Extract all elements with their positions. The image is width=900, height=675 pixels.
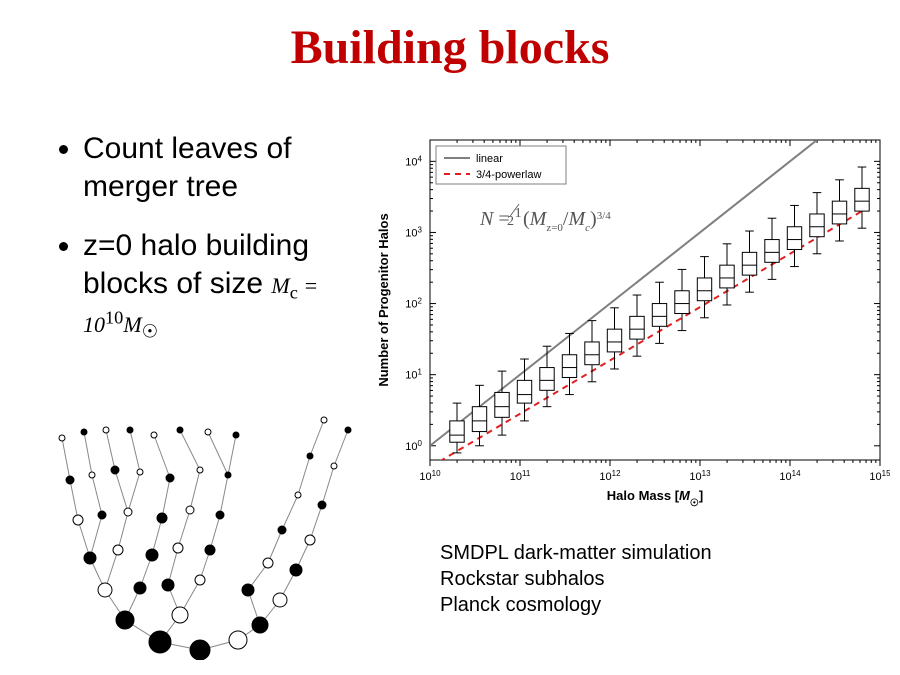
svg-text:104: 104 [405,154,422,169]
bullet-item: z=0 halo building blocks of size Mc = 10… [83,227,393,343]
caption-line: Planck cosmology [440,592,712,618]
svg-text:Halo Mass [M☉]: Halo Mass [M☉] [607,488,703,509]
svg-text:1010: 1010 [419,469,441,484]
chart-caption: SMDPL dark-matter simulation Rockstar su… [440,540,712,618]
slide: Building blocks Count leaves of merger t… [0,0,900,675]
svg-text:Number of Progenitor Halos: Number of Progenitor Halos [376,213,391,386]
merger-tree-diagram [50,390,360,660]
bullet-item: Count leaves of merger tree [83,130,393,205]
bullet-list: Count leaves of merger tree z=0 halo bui… [55,130,393,365]
caption-line: SMDPL dark-matter simulation [440,540,712,566]
svg-text:1014: 1014 [779,469,801,484]
svg-text:100: 100 [405,438,422,453]
caption-line: Rockstar subhalos [440,566,712,592]
svg-text:102: 102 [405,296,422,311]
svg-text:N = 1⁄2 (Mz=0/Mc)3/4: N = 1⁄2 (Mz=0/Mc)3/4 [479,200,611,234]
svg-text:1011: 1011 [510,469,531,484]
svg-text:1015: 1015 [869,469,890,484]
svg-text:101: 101 [405,367,422,382]
svg-text:1013: 1013 [689,469,711,484]
page-title: Building blocks [0,20,900,75]
svg-text:103: 103 [405,225,422,240]
svg-text:1012: 1012 [599,469,621,484]
svg-text:linear: linear [476,153,503,165]
svg-text:3/4-powerlaw: 3/4-powerlaw [476,169,541,181]
progenitor-chart: 1010 1011 1012 1013 1014 1015 100 101 102 103 104 H… [370,130,890,510]
